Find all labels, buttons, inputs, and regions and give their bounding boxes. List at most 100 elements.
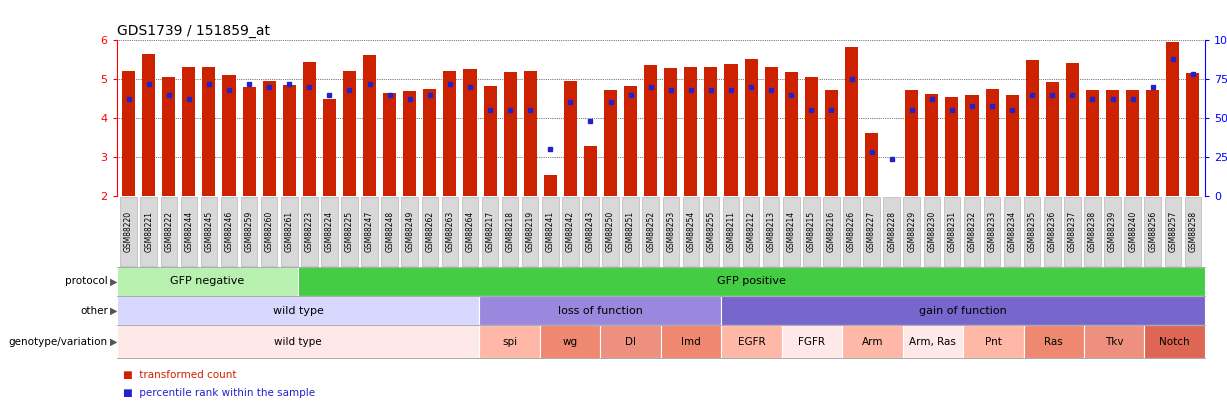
- Bar: [123, 70, 135, 196]
- Text: GSM88211: GSM88211: [726, 211, 735, 252]
- Bar: [564, 81, 577, 196]
- Text: GSM88244: GSM88244: [184, 211, 194, 252]
- Text: GSM88229: GSM88229: [907, 211, 917, 252]
- Text: GSM88242: GSM88242: [566, 211, 575, 252]
- Text: GSM88239: GSM88239: [1108, 211, 1117, 252]
- Text: GSM88235: GSM88235: [1028, 211, 1037, 252]
- Text: GSM88227: GSM88227: [867, 211, 876, 252]
- Bar: [142, 54, 156, 196]
- Bar: [966, 95, 978, 196]
- Bar: [1086, 90, 1099, 196]
- Bar: [263, 81, 276, 196]
- Text: other: other: [80, 306, 108, 315]
- Bar: [945, 97, 958, 196]
- Text: GSM88223: GSM88223: [304, 211, 314, 252]
- Bar: [1026, 60, 1039, 196]
- Text: GSM88231: GSM88231: [947, 211, 956, 252]
- Text: GSM88256: GSM88256: [1148, 211, 1157, 252]
- Text: GSM88254: GSM88254: [686, 211, 696, 252]
- Bar: [745, 59, 757, 196]
- Text: GSM88222: GSM88222: [164, 211, 173, 252]
- Text: loss of function: loss of function: [558, 306, 643, 315]
- Text: GSM88255: GSM88255: [707, 211, 715, 252]
- Text: GSM88248: GSM88248: [385, 211, 394, 252]
- Bar: [664, 68, 677, 196]
- Text: GSM88213: GSM88213: [767, 211, 775, 252]
- Text: ▶: ▶: [110, 277, 118, 286]
- Bar: [704, 67, 718, 196]
- Text: GSM88219: GSM88219: [525, 211, 535, 252]
- Text: wild type: wild type: [274, 337, 321, 347]
- Text: GSM88258: GSM88258: [1189, 211, 1198, 252]
- Bar: [1126, 90, 1139, 196]
- Text: GSM88243: GSM88243: [587, 211, 595, 252]
- Bar: [483, 86, 497, 196]
- Bar: [845, 47, 858, 196]
- Bar: [344, 70, 356, 196]
- Text: GSM88240: GSM88240: [1128, 211, 1137, 252]
- Bar: [423, 89, 437, 196]
- Bar: [644, 66, 658, 196]
- Text: Imd: Imd: [681, 337, 701, 347]
- Bar: [544, 175, 557, 196]
- Bar: [1166, 42, 1179, 196]
- Text: GSM88226: GSM88226: [847, 211, 856, 252]
- Bar: [685, 66, 697, 196]
- Text: GSM88261: GSM88261: [285, 211, 293, 252]
- Bar: [404, 91, 416, 196]
- Bar: [985, 89, 999, 196]
- Text: GSM88217: GSM88217: [486, 211, 494, 252]
- Text: ▶: ▶: [110, 306, 118, 315]
- Bar: [1006, 95, 1018, 196]
- Text: GFP positive: GFP positive: [717, 277, 785, 286]
- Bar: [323, 98, 336, 196]
- Text: ■  percentile rank within the sample: ■ percentile rank within the sample: [123, 388, 315, 399]
- Text: Arm: Arm: [861, 337, 883, 347]
- Text: GSM88249: GSM88249: [405, 211, 415, 252]
- Text: protocol: protocol: [65, 277, 108, 286]
- Text: GSM88218: GSM88218: [506, 211, 514, 252]
- Bar: [183, 66, 195, 196]
- Bar: [282, 85, 296, 196]
- Text: GSM88225: GSM88225: [345, 211, 355, 252]
- Bar: [805, 77, 818, 196]
- Bar: [524, 70, 536, 196]
- Text: GSM88238: GSM88238: [1088, 211, 1097, 252]
- Text: GSM88232: GSM88232: [967, 211, 977, 252]
- Text: FGFR: FGFR: [799, 337, 826, 347]
- Text: GSM88224: GSM88224: [325, 211, 334, 252]
- Text: GSM88234: GSM88234: [1007, 211, 1017, 252]
- Text: GSM88230: GSM88230: [928, 211, 936, 252]
- Text: GSM88214: GSM88214: [787, 211, 796, 252]
- Bar: [785, 72, 798, 196]
- Text: Notch: Notch: [1160, 337, 1190, 347]
- Text: gain of function: gain of function: [919, 306, 1007, 315]
- Bar: [383, 93, 396, 196]
- Text: GSM88241: GSM88241: [546, 211, 555, 252]
- Bar: [584, 146, 598, 196]
- Text: ■  transformed count: ■ transformed count: [123, 370, 237, 380]
- Bar: [303, 62, 315, 196]
- Text: GSM88257: GSM88257: [1168, 211, 1177, 252]
- Text: genotype/variation: genotype/variation: [9, 337, 108, 347]
- Bar: [464, 69, 476, 196]
- Text: GSM88252: GSM88252: [647, 211, 655, 252]
- Bar: [885, 196, 898, 230]
- Text: Tkv: Tkv: [1106, 337, 1124, 347]
- Text: GSM88233: GSM88233: [988, 211, 996, 252]
- Bar: [604, 90, 617, 196]
- Text: GSM88216: GSM88216: [827, 211, 836, 252]
- Text: GSM88250: GSM88250: [606, 211, 615, 252]
- Text: ▶: ▶: [110, 337, 118, 347]
- Text: GSM88246: GSM88246: [225, 211, 233, 252]
- Bar: [825, 90, 838, 196]
- Bar: [202, 67, 216, 196]
- Text: GDS1739 / 151859_at: GDS1739 / 151859_at: [117, 23, 270, 38]
- Text: EGFR: EGFR: [737, 337, 766, 347]
- Bar: [1106, 90, 1119, 196]
- Text: wild type: wild type: [272, 306, 324, 315]
- Bar: [1045, 82, 1059, 196]
- Bar: [363, 55, 377, 196]
- Bar: [625, 86, 637, 196]
- Text: Dl: Dl: [625, 337, 636, 347]
